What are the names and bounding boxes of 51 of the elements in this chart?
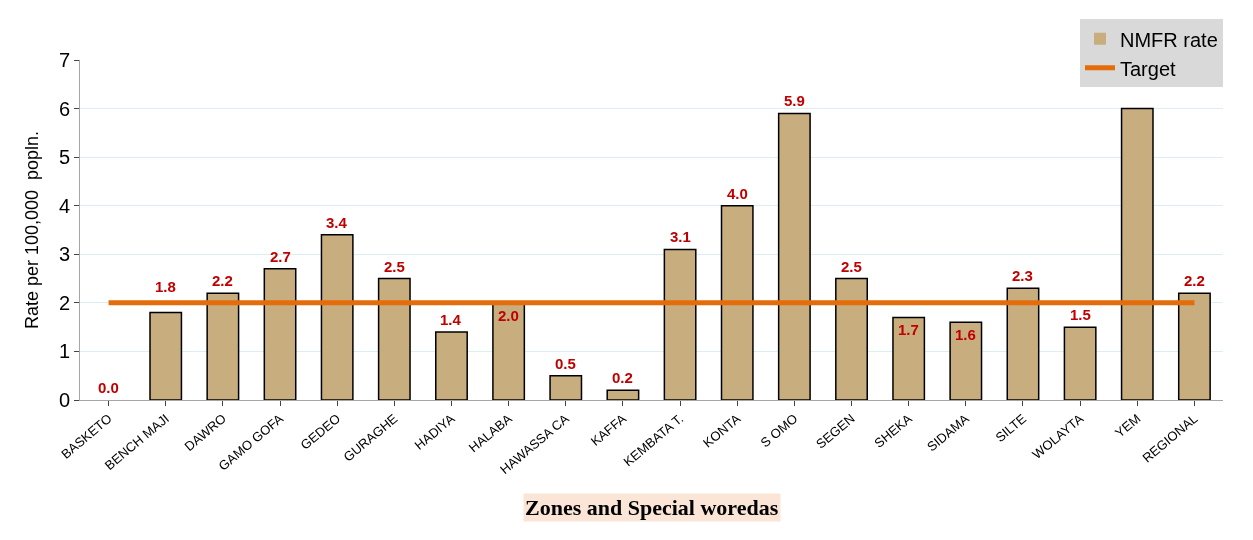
data-label: 2.5 xyxy=(384,258,405,275)
data-label: 1.6 xyxy=(955,326,976,343)
bar xyxy=(892,316,926,400)
y-tick-label: 7 xyxy=(58,49,70,71)
y-tick-label: 6 xyxy=(58,97,70,120)
data-label: 2.5 xyxy=(841,258,862,275)
y-tick-label: 0 xyxy=(58,389,70,411)
bar xyxy=(720,204,754,400)
y-tick-label: 4 xyxy=(58,194,70,217)
legend-label: Target xyxy=(1120,57,1177,80)
bar xyxy=(549,374,583,400)
data-label: 1.7 xyxy=(898,321,919,338)
bar xyxy=(149,311,183,400)
y-axis-title: Rate per 100,000 popln. xyxy=(22,130,43,330)
data-label: 4.0 xyxy=(727,185,748,202)
x-tick-label: YEM xyxy=(1112,410,1144,441)
bar xyxy=(320,234,354,400)
y-tick-label: 2 xyxy=(58,291,70,314)
x-axis-title: Zones and Special woredas xyxy=(525,495,779,520)
data-label: 0.0 xyxy=(98,379,119,396)
data-label: 2.2 xyxy=(212,272,233,289)
bar xyxy=(1177,292,1211,400)
bar xyxy=(1120,107,1154,400)
data-label: 2.0 xyxy=(498,307,519,324)
bar xyxy=(206,292,240,400)
data-label: 5.9 xyxy=(784,92,805,109)
bar xyxy=(492,302,526,400)
data-label: 2.2 xyxy=(1184,272,1205,289)
bar xyxy=(1006,287,1040,400)
data-label: 0.5 xyxy=(555,355,576,372)
data-label: 1.4 xyxy=(440,311,462,328)
data-label: 3.1 xyxy=(670,228,691,245)
data-label: 2.7 xyxy=(270,248,291,265)
bar xyxy=(835,277,868,400)
bar xyxy=(777,112,811,400)
bar xyxy=(663,248,697,400)
y-tick-label: 1 xyxy=(58,340,70,363)
y-tick-label: 5 xyxy=(58,146,70,169)
data-label: 1.5 xyxy=(1070,306,1091,323)
data-label: 2.3 xyxy=(1012,267,1033,284)
bar xyxy=(949,321,983,400)
bar xyxy=(377,277,411,400)
data-label: 1.8 xyxy=(155,278,176,295)
y-tick-label: 3 xyxy=(58,243,70,266)
bar xyxy=(435,331,468,400)
legend-label: NMFR rate xyxy=(1120,28,1218,51)
data-label: 3.4 xyxy=(326,214,348,231)
bar xyxy=(606,389,640,400)
bar xyxy=(263,268,297,400)
bar xyxy=(1063,326,1097,400)
data-label: 0.2 xyxy=(612,369,633,386)
